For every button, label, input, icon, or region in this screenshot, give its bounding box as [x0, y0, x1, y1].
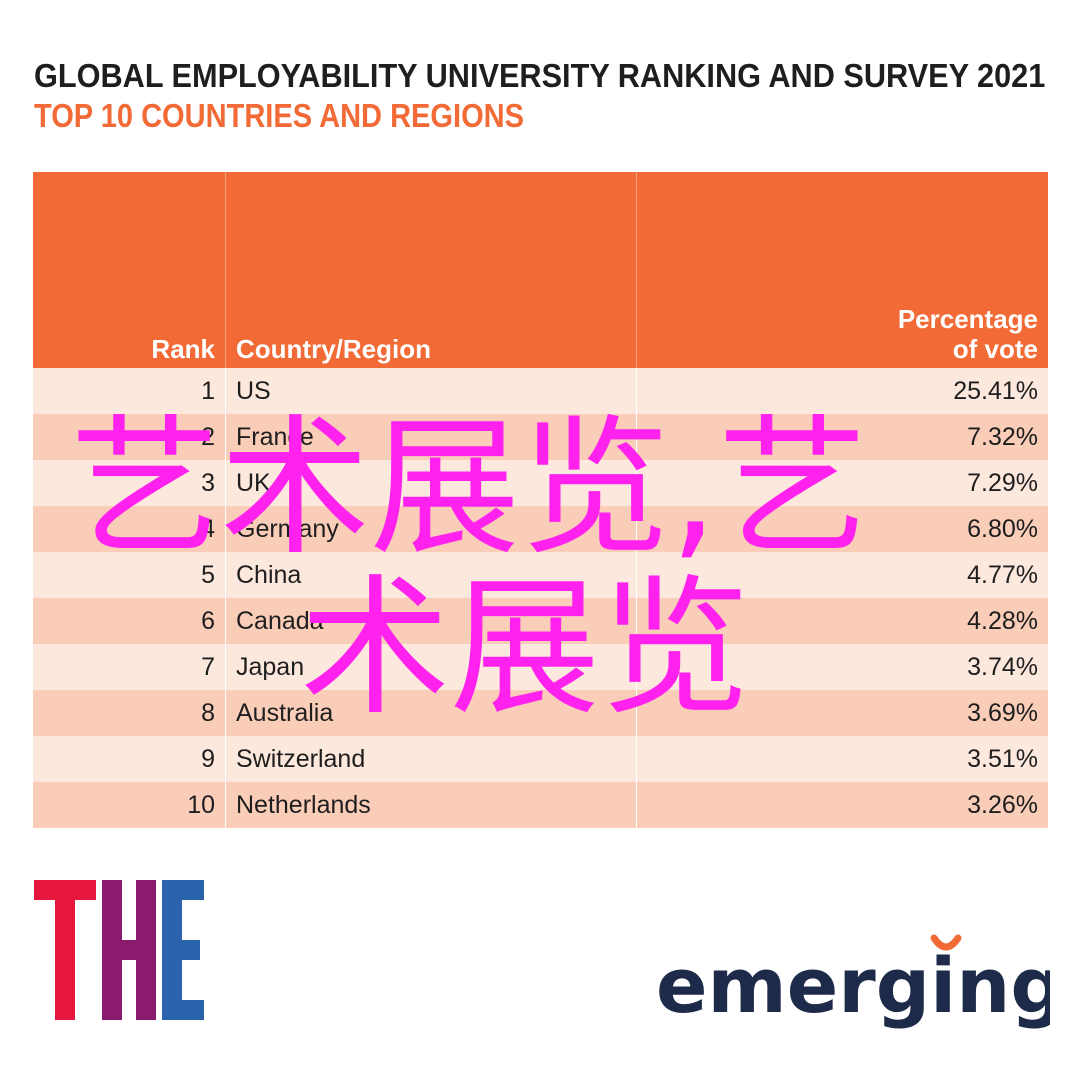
percentage-cell: 6.80%	[967, 515, 1038, 543]
table-row: 7 Japan 3.74%	[33, 644, 1048, 690]
emerging-logo-text: emerging	[656, 941, 1050, 1030]
percentage-cell: 3.74%	[967, 653, 1038, 681]
rank-cell: 5	[33, 552, 226, 598]
table-row: 8 Australia 3.69%	[33, 690, 1048, 736]
table-body: 1 US 25.41% 2 France 7.32% 3 UK 7.29% 4 Germany 6.8…	[33, 368, 1048, 828]
percentage-cell: 3.26%	[967, 791, 1038, 819]
ranking-table: Rank Country/Region Percentage of vote 1…	[33, 172, 1048, 828]
rank-cell: 3	[33, 460, 226, 506]
table-row: 1 US 25.41%	[33, 368, 1048, 414]
percentage-cell: 3.51%	[967, 745, 1038, 773]
percentage-cell: 4.77%	[967, 561, 1038, 589]
header-percentage-line2: of vote	[952, 334, 1038, 364]
percentage-cell: 4.28%	[967, 607, 1038, 635]
rank-cell: 8	[33, 690, 226, 736]
rank-cell: 6	[33, 598, 226, 644]
country-cell: Canada	[226, 598, 637, 644]
table-row: 5 China 4.77%	[33, 552, 1048, 598]
percentage-cell: 3.69%	[967, 699, 1038, 727]
rank-cell: 10	[33, 782, 226, 828]
header-percentage-line1: Percentage	[897, 304, 1038, 334]
country-cell: Australia	[226, 690, 637, 736]
percentage-cell: 7.29%	[967, 469, 1038, 497]
country-cell: Netherlands	[226, 782, 637, 828]
table-row: 6 Canada 4.28%	[33, 598, 1048, 644]
country-cell: US	[226, 368, 637, 414]
country-cell: Japan	[226, 644, 637, 690]
header-country: Country/Region	[226, 172, 637, 368]
chart-subtitle: TOP 10 COUNTRIES AND REGIONS	[34, 97, 525, 134]
rank-cell: 1	[33, 368, 226, 414]
the-logo	[34, 880, 204, 1020]
chart-title: GLOBAL EMPLOYABILITY UNIVERSITY RANKING …	[34, 57, 1046, 94]
table-header: Rank Country/Region Percentage of vote	[33, 172, 1048, 368]
table-row: 3 UK 7.29%	[33, 460, 1048, 506]
country-cell: France	[226, 414, 637, 460]
country-cell: Germany	[226, 506, 637, 552]
rank-cell: 7	[33, 644, 226, 690]
country-cell: Switzerland	[226, 736, 637, 782]
table-row: 10 Netherlands 3.26%	[33, 782, 1048, 828]
header-rank: Rank	[33, 172, 226, 368]
table-row: 2 France 7.32%	[33, 414, 1048, 460]
country-cell: China	[226, 552, 637, 598]
percentage-cell: 25.41%	[953, 377, 1038, 405]
table-row: 4 Germany 6.80%	[33, 506, 1048, 552]
rank-cell: 4	[33, 506, 226, 552]
percentage-cell: 7.32%	[967, 423, 1038, 451]
emerging-logo: emerging	[656, 934, 1050, 1030]
country-cell: UK	[226, 460, 637, 506]
table-row: 9 Switzerland 3.51%	[33, 736, 1048, 782]
rank-cell: 2	[33, 414, 226, 460]
header-percentage: Percentage of vote	[637, 172, 1048, 368]
rank-cell: 9	[33, 736, 226, 782]
